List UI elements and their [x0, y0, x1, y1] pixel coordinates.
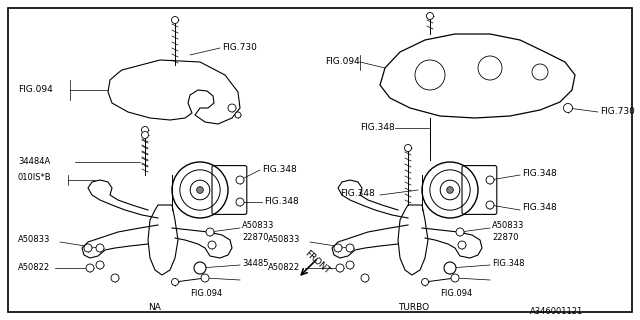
Circle shape [194, 262, 206, 274]
Circle shape [334, 244, 342, 252]
Circle shape [172, 17, 179, 23]
Text: 34484A: 34484A [18, 157, 51, 166]
Text: A346001121: A346001121 [530, 308, 583, 316]
Text: A50833: A50833 [268, 236, 300, 244]
FancyBboxPatch shape [462, 166, 497, 214]
Circle shape [456, 228, 464, 236]
Circle shape [404, 145, 412, 151]
Text: A50822: A50822 [18, 263, 50, 273]
Circle shape [236, 176, 244, 184]
Text: FIG.348: FIG.348 [264, 197, 299, 206]
Circle shape [486, 176, 494, 184]
Circle shape [196, 187, 204, 193]
Text: NA: NA [148, 303, 161, 313]
Text: A50833: A50833 [492, 221, 524, 230]
Circle shape [444, 262, 456, 274]
Text: FIG.094: FIG.094 [440, 289, 472, 298]
Circle shape [86, 264, 94, 272]
Circle shape [141, 126, 148, 133]
Text: FIG.348: FIG.348 [360, 124, 395, 132]
Circle shape [228, 104, 236, 112]
Circle shape [96, 261, 104, 269]
Circle shape [236, 198, 244, 206]
Text: TURBO: TURBO [398, 303, 429, 313]
Circle shape [563, 103, 573, 113]
Text: FIG.094: FIG.094 [325, 58, 360, 67]
Circle shape [201, 274, 209, 282]
Circle shape [422, 278, 429, 285]
Circle shape [346, 261, 354, 269]
Circle shape [336, 264, 344, 272]
Circle shape [84, 244, 92, 252]
Text: 34485: 34485 [242, 259, 269, 268]
Text: FIG.094: FIG.094 [190, 289, 222, 298]
Text: 010IS*B: 010IS*B [18, 172, 52, 181]
Text: FRONT: FRONT [303, 248, 332, 276]
FancyBboxPatch shape [212, 166, 247, 214]
Circle shape [172, 278, 179, 285]
Circle shape [361, 274, 369, 282]
Text: FIG.094: FIG.094 [18, 85, 52, 94]
Circle shape [447, 187, 453, 193]
Text: FIG.348: FIG.348 [340, 188, 375, 197]
Circle shape [458, 241, 466, 249]
Text: 22870: 22870 [492, 234, 518, 243]
Text: 22870: 22870 [242, 234, 269, 243]
Text: A50833: A50833 [242, 221, 275, 230]
Text: A50833: A50833 [18, 236, 51, 244]
Circle shape [96, 244, 104, 252]
Circle shape [346, 244, 354, 252]
Text: FIG.348: FIG.348 [492, 259, 525, 268]
Text: FIG.348: FIG.348 [522, 169, 557, 178]
Circle shape [208, 241, 216, 249]
Circle shape [235, 112, 241, 118]
Text: FIG.730: FIG.730 [222, 44, 257, 52]
Text: FIG.730: FIG.730 [600, 108, 635, 116]
Text: A50822: A50822 [268, 263, 300, 273]
Circle shape [206, 228, 214, 236]
Circle shape [486, 201, 494, 209]
Circle shape [111, 274, 119, 282]
Circle shape [451, 274, 459, 282]
Text: FIG.348: FIG.348 [262, 165, 297, 174]
Circle shape [426, 12, 433, 20]
Text: FIG.348: FIG.348 [522, 204, 557, 212]
Circle shape [141, 132, 148, 139]
